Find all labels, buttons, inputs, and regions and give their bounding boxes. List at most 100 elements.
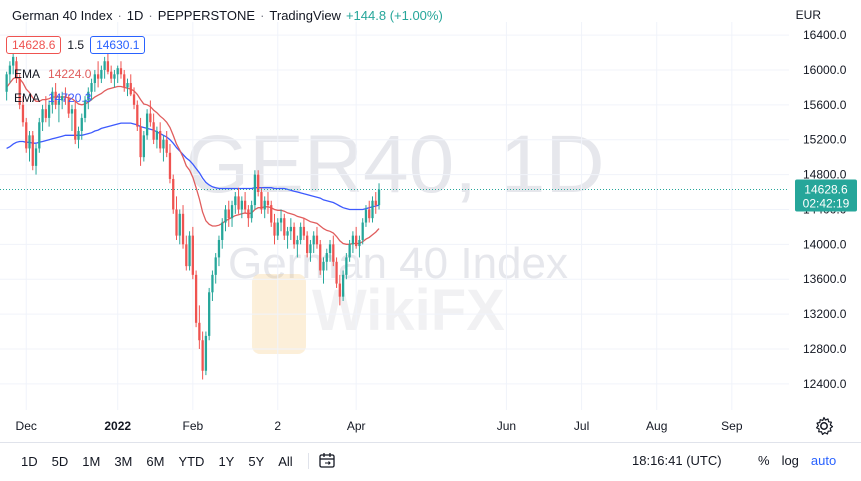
candle — [224, 205, 227, 232]
interval-label[interactable]: 1D — [126, 8, 144, 23]
candle-body — [208, 292, 211, 336]
bid-ask-panel: 14628.6 1.5 14630.1 — [6, 36, 146, 54]
candle-layer — [5, 52, 381, 380]
candle-body — [364, 209, 368, 223]
price-tick-label: 15200.0 — [803, 133, 847, 147]
watermark-description: German 40 Index — [228, 239, 568, 288]
ema-fast-value: 14224.0 — [48, 67, 92, 81]
candle — [325, 248, 328, 271]
bar-countdown: 02:42:19 — [803, 197, 850, 211]
candle-body — [260, 192, 263, 210]
candle — [38, 117, 41, 153]
candle-body — [18, 78, 21, 105]
candle-body — [168, 152, 172, 179]
range-button-3m[interactable]: 3M — [114, 453, 133, 469]
candle-body — [374, 200, 377, 206]
ema-fast-legend[interactable]: EMA 14224.0 — [14, 67, 91, 81]
candle — [247, 205, 250, 227]
candle — [345, 253, 348, 280]
candle — [25, 117, 28, 153]
candle — [132, 87, 136, 110]
candle-body — [5, 74, 8, 92]
time-tick-label: Aug — [646, 419, 667, 433]
candle — [165, 130, 168, 158]
symbol-title[interactable]: German 40 Index — [12, 8, 113, 23]
candle-body — [54, 91, 57, 105]
time-tick-label: 2022 — [104, 419, 131, 433]
candle — [266, 192, 270, 214]
separator-dot: · — [117, 8, 122, 23]
candle — [208, 287, 211, 341]
candle-body — [28, 135, 31, 149]
candle-body — [172, 178, 175, 210]
candle-body — [234, 196, 237, 206]
currency-label[interactable]: EUR — [795, 8, 821, 22]
candle — [204, 331, 208, 376]
candle — [67, 94, 70, 118]
candle — [250, 200, 253, 223]
bid-price[interactable]: 14628.6 — [6, 36, 62, 54]
candle-body — [145, 113, 149, 136]
candle-body — [191, 235, 194, 275]
percent-scale-toggle[interactable]: % — [758, 453, 770, 468]
candle-body — [15, 61, 18, 79]
ask-price[interactable]: 14630.1 — [90, 36, 146, 54]
candle-body — [335, 261, 338, 284]
range-button-5y[interactable]: 5Y — [248, 453, 265, 469]
price-axis[interactable]: 16400.016000.015600.015200.014800.014400… — [803, 28, 847, 391]
candle — [90, 78, 93, 101]
candle-body — [25, 122, 28, 149]
candle-body — [345, 257, 348, 275]
candle — [292, 222, 296, 249]
candle — [217, 235, 221, 267]
range-button-1d[interactable]: 1D — [21, 453, 38, 469]
gear-icon[interactable] — [814, 416, 834, 436]
auto-scale-toggle[interactable]: auto — [810, 453, 837, 468]
candle-body — [100, 69, 103, 79]
range-button-5d[interactable]: 5D — [51, 453, 69, 469]
range-button-all[interactable]: All — [278, 453, 293, 469]
candle-body — [214, 257, 217, 275]
candle-body — [175, 209, 178, 236]
log-scale-toggle[interactable]: log — [781, 453, 799, 468]
candle — [270, 200, 273, 227]
candle — [116, 65, 119, 84]
candle-body — [237, 196, 240, 210]
candle — [234, 192, 237, 214]
price-tick-label: 14000.0 — [803, 237, 847, 251]
range-selector: 1D 5D 1M 3M 6M YTD 1Y 5Y All — [14, 454, 300, 469]
candle-body — [80, 117, 83, 131]
separator-dot: · — [260, 8, 265, 23]
utc-clock[interactable]: 18:16:41 (UTC) — [632, 453, 722, 468]
candle-body — [257, 174, 260, 193]
candle — [328, 239, 332, 262]
candle-body — [358, 239, 361, 247]
candle-body — [21, 104, 25, 123]
time-axis[interactable]: Dec 2022 Feb 2 Apr Jun Jul Aug Sep — [16, 419, 743, 433]
candle — [201, 331, 204, 380]
candle-body — [332, 244, 335, 262]
ema-slow-legend[interactable]: EMA 14720.3 — [14, 91, 91, 105]
range-button-6m[interactable]: 6M — [146, 453, 165, 469]
candle-body — [103, 61, 106, 70]
range-button-1m[interactable]: 1M — [82, 453, 101, 469]
candle-body — [47, 104, 51, 118]
range-button-1y[interactable]: 1Y — [218, 453, 235, 469]
candle-body — [90, 83, 93, 92]
candle-body — [77, 130, 80, 140]
candle — [15, 56, 18, 84]
ema-slow-value: 14720.3 — [48, 91, 92, 105]
candle — [70, 104, 74, 131]
candle-body — [328, 244, 332, 254]
candle — [355, 226, 358, 249]
candle — [142, 130, 145, 162]
range-button-ytd[interactable]: YTD — [178, 453, 205, 469]
candle — [57, 96, 61, 123]
candle-body — [12, 56, 15, 66]
candle — [368, 200, 371, 223]
candle-body — [149, 113, 152, 123]
date-range-icon[interactable] — [317, 452, 337, 470]
candle-body — [188, 235, 191, 267]
